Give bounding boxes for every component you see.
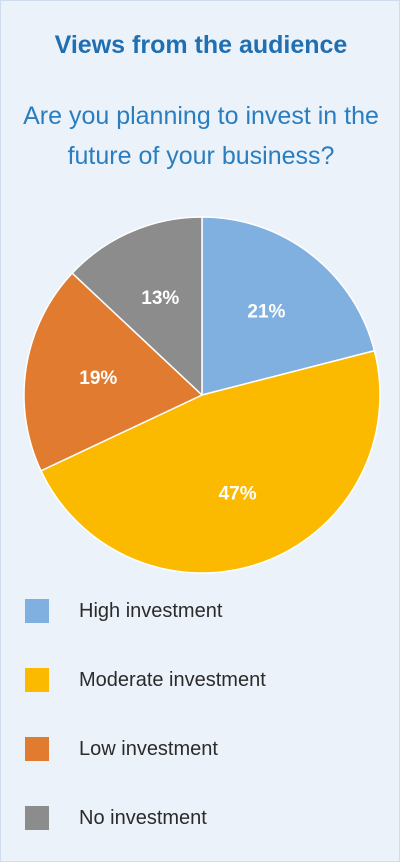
legend-label-high-investment: High investment [79,600,223,622]
pie-chart: 21% 47% 19% 13% [23,216,381,574]
pie-slice-moderate-investment [40,349,381,574]
slice-value-label-high-investment: 21% [247,302,285,323]
legend-label-low-investment: Low investment [79,738,218,760]
pie-slice-low-investment [23,272,203,472]
slice-value-label-low-investment: 19% [79,368,117,389]
legend-swatch-low-investment [25,737,49,761]
legend-label-moderate-investment: Moderate investment [79,669,266,691]
legend-swatch-moderate-investment [25,668,49,692]
pie-slice-no-investment [71,216,203,396]
legend-swatch-no-investment [25,806,49,830]
legend-swatch-high-investment [25,599,49,623]
chart-title: Views from the audience [54,31,348,59]
slice-value-label-moderate-investment: 47% [219,483,257,504]
legend-item-no-investment: No investment [25,805,365,831]
legend-label-no-investment: No investment [79,807,207,829]
legend-item-low-investment: Low investment [25,736,365,762]
chart-subtitle: Are you planning to invest in the future… [23,102,379,170]
legend-item-moderate-investment: Moderate investment [25,667,365,693]
pie-slice-high-investment [201,216,376,396]
legend-item-high-investment: High investment [25,598,365,624]
slice-value-label-no-investment: 13% [141,288,179,309]
